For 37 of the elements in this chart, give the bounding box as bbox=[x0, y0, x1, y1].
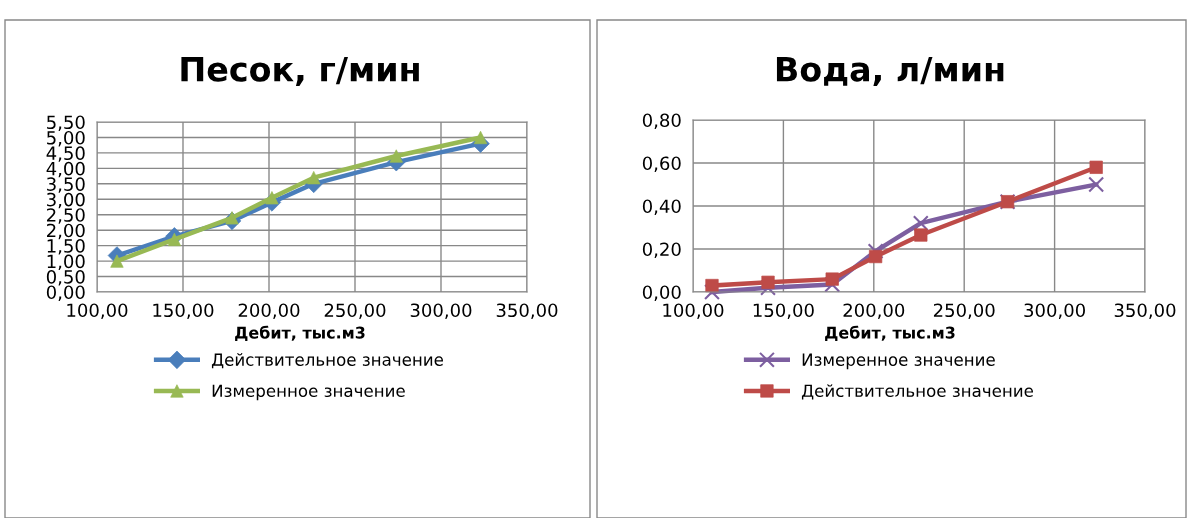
x-tick-label: 200,00 bbox=[843, 303, 905, 319]
y-tick-label: 4,50 bbox=[46, 146, 85, 162]
legend-label: Измеренное значение bbox=[212, 384, 405, 401]
chart-title: Вода, л/мин bbox=[776, 56, 1004, 86]
y-tick-label: 3,50 bbox=[47, 177, 85, 193]
y-tick-label: 0,20 bbox=[642, 242, 681, 258]
y-tick-label: 0,40 bbox=[642, 199, 681, 215]
x-tick-label: 300,00 bbox=[410, 303, 472, 319]
x-axis-title: Дебит, тыс.м3 bbox=[825, 325, 955, 341]
x-tick-label: 300,00 bbox=[1024, 303, 1085, 319]
y-tick-label: 2,50 bbox=[47, 208, 85, 224]
y-tick-label: 1,50 bbox=[47, 239, 85, 255]
x-tick-label: 350,00 bbox=[496, 303, 558, 319]
x-tick-label: 200,00 bbox=[238, 303, 300, 319]
x-tick-label: 100,00 bbox=[663, 303, 724, 319]
x-tick-label: 350,00 bbox=[1114, 303, 1176, 319]
y-tick-label: 5,50 bbox=[47, 115, 85, 131]
y-tick-label: 0,00 bbox=[46, 285, 85, 301]
x-tick-label: 150,00 bbox=[153, 303, 214, 319]
legend-label: Измеренное значение bbox=[802, 353, 995, 370]
legend-label: Действительное значение bbox=[801, 384, 1033, 400]
y-tick-label: 1,00 bbox=[47, 254, 85, 271]
y-tick-label: 3,00 bbox=[47, 192, 85, 209]
legend-label: Действительное значение bbox=[211, 353, 443, 369]
y-tick-label: 5,00 bbox=[47, 130, 85, 147]
x-tick-label: 150,00 bbox=[753, 303, 814, 319]
x-tick-label: 250,00 bbox=[933, 303, 995, 319]
chart-title: Песок, г/мин bbox=[181, 56, 419, 86]
y-tick-label: 0,50 bbox=[46, 270, 85, 286]
y-tick-label: 2,00 bbox=[47, 223, 85, 240]
y-tick-label: 4,00 bbox=[46, 161, 85, 178]
x-axis-title: Дебит, тыс.м3 bbox=[235, 325, 365, 341]
x-tick-label: 250,00 bbox=[324, 303, 386, 319]
y-tick-label: 0,80 bbox=[642, 113, 681, 129]
y-tick-label: 0,00 bbox=[642, 285, 681, 301]
x-tick-label: 100,00 bbox=[67, 303, 128, 319]
y-tick-label: 0,60 bbox=[642, 156, 681, 172]
